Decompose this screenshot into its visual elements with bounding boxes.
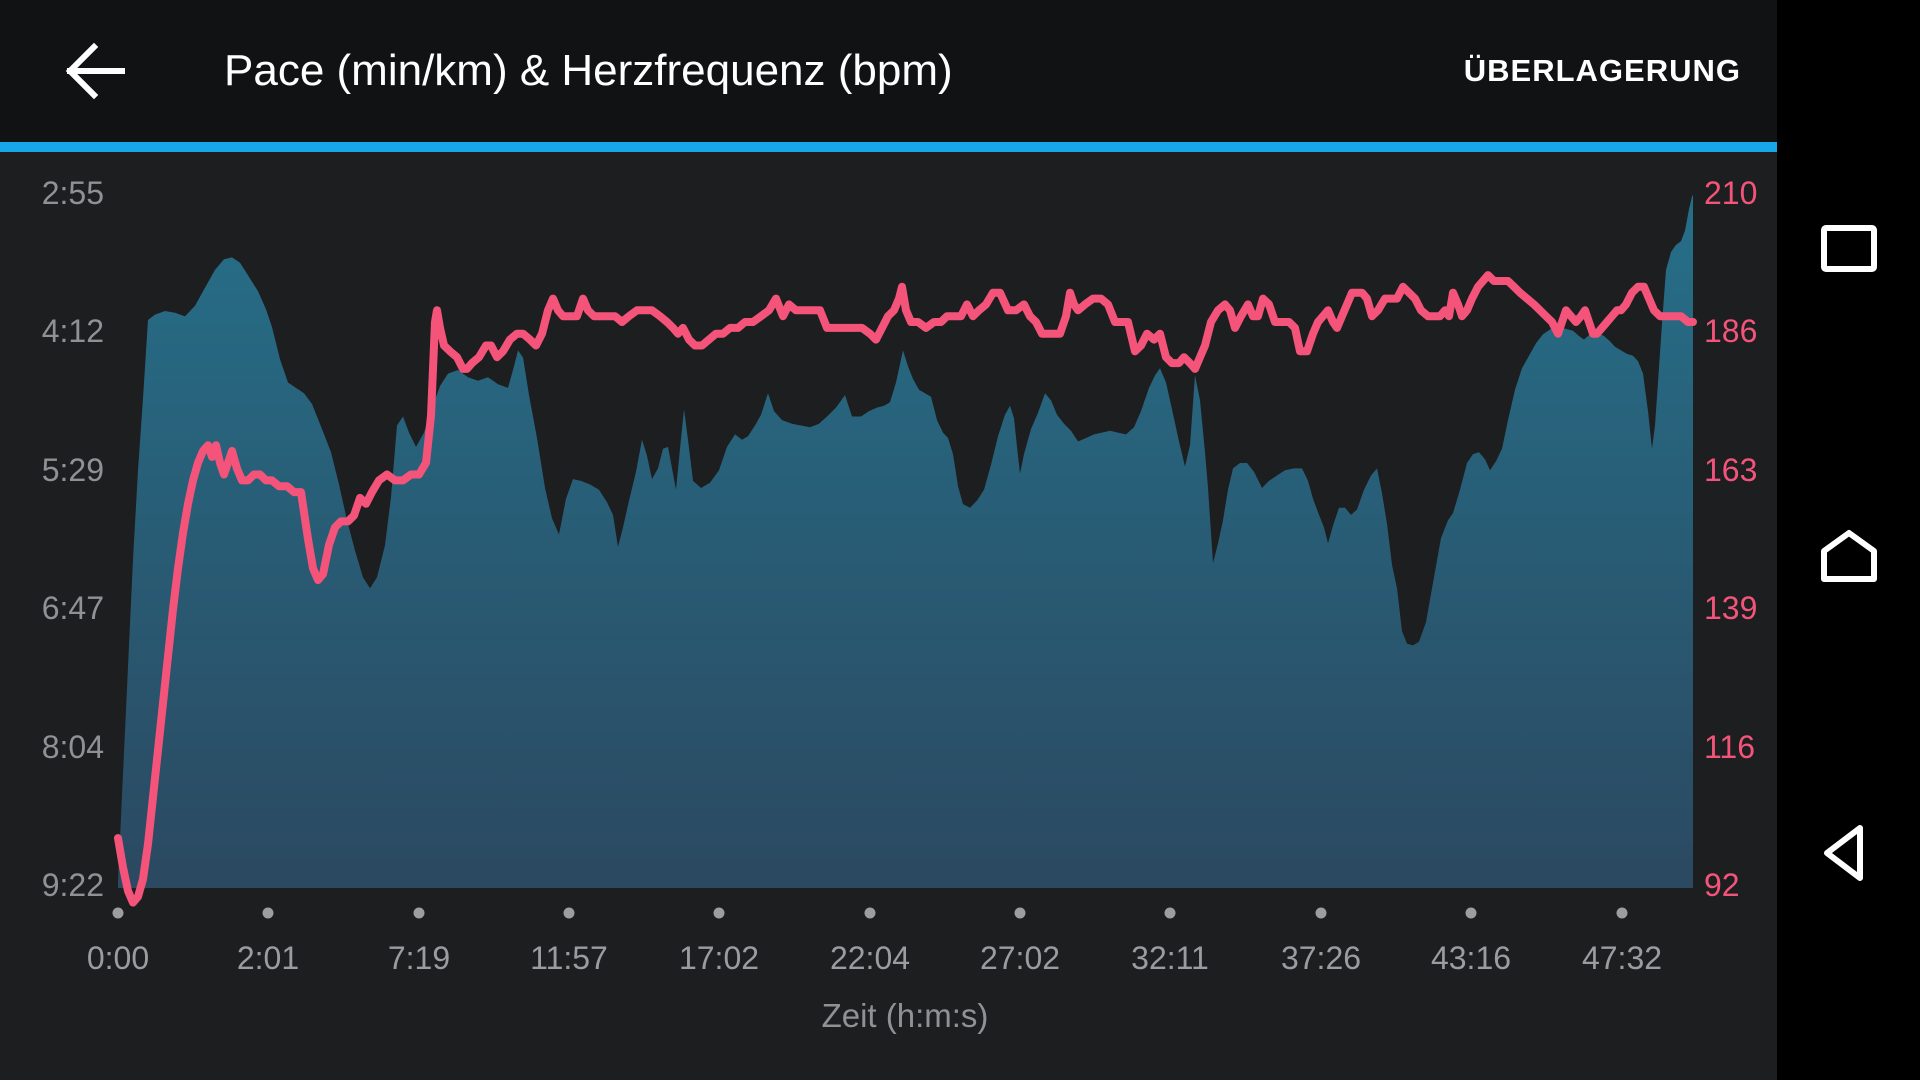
x-tick-dot [1014, 907, 1026, 919]
recents-square-icon [1820, 225, 1877, 272]
x-tick-dot [262, 907, 274, 919]
x-tick-dot [1465, 907, 1477, 919]
x-axis-title: Zeit (h:m:s) [821, 997, 989, 1034]
x-axis-label: 47:32 [1581, 940, 1663, 976]
x-tick-dot [864, 907, 876, 919]
recents-button[interactable] [1777, 193, 1920, 303]
hr-axis-label: 92 [1704, 867, 1740, 903]
x-axis-label: 27:02 [979, 940, 1061, 976]
page-title: Pace (min/km) & Herzfrequenz (bpm) [224, 46, 953, 95]
home-icon [1820, 530, 1877, 582]
x-tick-dot [1315, 907, 1327, 919]
pace-axis-label: 9:22 [41, 867, 104, 903]
pace-axis-label: 4:12 [41, 313, 104, 350]
arrow-left-icon [65, 42, 125, 100]
x-tick-dot [413, 907, 425, 919]
x-tick-dot [1164, 907, 1176, 919]
pace-axis-label: 5:29 [41, 451, 104, 488]
app-window: 2:55 4:12 5:29 6:47 8:04 9:22 210 186 163 139 116 9… [0, 0, 1777, 1080]
app-bar: Pace (min/km) & Herzfrequenz (bpm) ÜBERL… [0, 0, 1777, 142]
x-tick-dot [112, 907, 124, 919]
back-nav-button[interactable] [1777, 798, 1920, 908]
x-tick-dot [563, 907, 575, 919]
x-axis-label: 32:11 [1131, 940, 1209, 976]
x-axis-label: 22:04 [829, 940, 911, 976]
x-axis-label: 2:01 [236, 940, 300, 976]
chart-region: 2:55 4:12 5:29 6:47 8:04 9:22 210 186 163 139 116 9… [41, 175, 1758, 1034]
android-navbar [1777, 0, 1920, 1080]
x-axis-label: 17:02 [678, 940, 760, 976]
chart-canvas [112, 194, 1697, 919]
pace-axis-label: 8:04 [41, 728, 104, 765]
x-tick-dot [1616, 907, 1628, 919]
x-axis-label: 43:16 [1430, 940, 1512, 976]
back-triangle-icon [1823, 825, 1863, 881]
back-button[interactable] [56, 36, 130, 106]
hr-axis-label: 210 [1704, 175, 1758, 211]
x-axis-label: 0:00 [86, 940, 150, 976]
hr-axis-label: 163 [1704, 451, 1758, 488]
hr-axis-label: 116 [1704, 728, 1756, 765]
hr-axis-label: 139 [1704, 590, 1758, 627]
overlay-action-button[interactable]: ÜBERLAGERUNG [1464, 0, 1741, 142]
pace-axis-label: 6:47 [41, 590, 104, 627]
home-button[interactable] [1777, 502, 1920, 612]
hr-axis-label: 186 [1704, 313, 1758, 350]
heart-rate-line-series [114, 271, 1697, 907]
pace-axis-label: 2:55 [41, 175, 104, 211]
x-tick-dot [713, 907, 725, 919]
x-axis-label: 11:57 [530, 940, 608, 976]
pace-area-series [118, 194, 1693, 889]
x-axis-label: 7:19 [387, 940, 451, 976]
accent-divider [0, 142, 1777, 152]
x-axis-label: 37:26 [1280, 940, 1362, 976]
